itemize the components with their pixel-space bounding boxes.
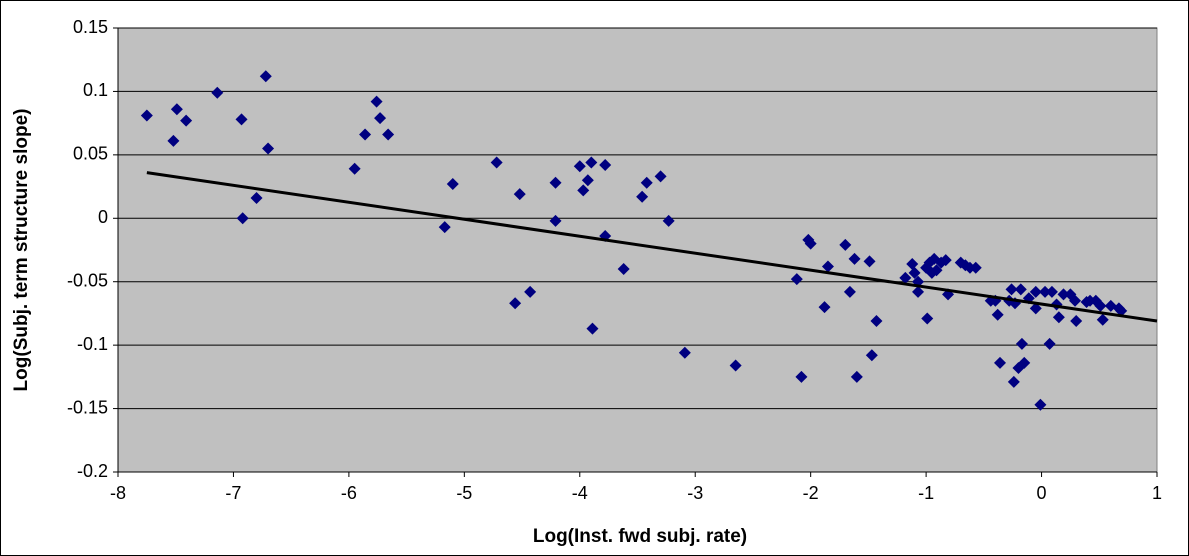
data-point <box>374 112 387 125</box>
data-point <box>1034 398 1047 411</box>
data-point <box>865 349 878 362</box>
data-point <box>549 176 562 189</box>
trend-line <box>146 171 1158 323</box>
data-point <box>438 221 451 234</box>
data-point <box>370 95 383 108</box>
data-point <box>790 273 803 286</box>
x-tick-label: 1 <box>1152 483 1162 503</box>
data-point <box>180 114 193 127</box>
x-tick-label: -8 <box>110 483 126 503</box>
data-point <box>446 178 459 191</box>
data-point <box>654 170 667 183</box>
data-point <box>906 257 919 270</box>
x-tick-label: -3 <box>687 483 703 503</box>
data-point <box>586 322 599 335</box>
data-point <box>211 86 224 99</box>
data-point <box>617 263 630 276</box>
y-tick-label: 0.05 <box>73 144 108 164</box>
x-axis-title: Log(Inst. fwd subj. rate) <box>533 526 747 547</box>
data-point <box>170 103 183 116</box>
data-point <box>1005 283 1018 296</box>
data-point <box>140 109 153 122</box>
data-point <box>167 134 180 147</box>
data-point <box>509 297 522 310</box>
data-point <box>636 190 649 203</box>
y-tick-label: -0.2 <box>77 461 108 481</box>
data-point <box>729 359 742 372</box>
y-tick-label: -0.05 <box>67 270 108 290</box>
data-point <box>262 142 275 155</box>
y-tick-label: 0.1 <box>83 80 108 100</box>
data-point <box>490 156 503 169</box>
data-point <box>870 315 883 328</box>
data-point <box>991 308 1004 321</box>
data-point <box>585 156 598 169</box>
data-point <box>969 261 982 274</box>
data-point <box>1043 337 1056 350</box>
data-point <box>1069 294 1082 307</box>
data-point <box>1052 311 1065 324</box>
data-point <box>599 159 612 172</box>
data-point <box>581 174 594 187</box>
data-point <box>818 301 831 314</box>
data-point <box>259 70 272 83</box>
y-axis-title: Log(Subj. term structure slope) <box>11 109 32 392</box>
x-tick-label: 0 <box>1037 483 1047 503</box>
y-tick-label: 0.15 <box>73 17 108 37</box>
data-point <box>577 184 590 197</box>
data-point <box>850 370 863 383</box>
data-point <box>513 188 526 201</box>
data-point <box>678 346 691 359</box>
data-point <box>804 237 817 250</box>
data-point <box>573 160 586 173</box>
x-tick-label: -6 <box>341 483 357 503</box>
data-point <box>250 191 263 204</box>
data-point <box>549 214 562 227</box>
data-point <box>993 356 1006 369</box>
data-point <box>1096 313 1109 326</box>
data-point <box>1015 337 1028 350</box>
data-point <box>795 370 808 383</box>
data-point <box>382 128 395 141</box>
data-point <box>908 266 921 279</box>
data-point <box>359 128 372 141</box>
data-point <box>821 260 834 273</box>
data-point <box>1094 299 1107 312</box>
data-point <box>348 162 361 175</box>
y-tick-label: -0.15 <box>67 397 108 417</box>
x-tick-label: -2 <box>803 483 819 503</box>
data-point <box>848 252 861 265</box>
data-point <box>662 214 675 227</box>
data-point <box>235 113 248 126</box>
x-tick-label: -4 <box>572 483 588 503</box>
data-point <box>839 238 852 251</box>
data-point <box>863 255 876 268</box>
data-point <box>524 285 537 298</box>
data-point <box>930 264 943 277</box>
data-point <box>1045 285 1058 298</box>
data-point <box>899 271 912 284</box>
x-tick-label: -1 <box>918 483 934 503</box>
plot-area <box>117 27 1158 473</box>
data-point <box>1029 302 1042 315</box>
data-point <box>912 285 925 298</box>
data-point <box>1014 283 1027 296</box>
data-point <box>921 312 934 325</box>
data-point <box>236 212 249 225</box>
y-tick-label: 0 <box>98 207 108 227</box>
x-tick-label: -7 <box>225 483 241 503</box>
data-point <box>1039 285 1052 298</box>
data-point <box>939 254 952 267</box>
data-point <box>1029 285 1042 298</box>
data-point <box>843 285 856 298</box>
data-point <box>640 176 653 189</box>
data-point <box>1070 315 1083 328</box>
x-tick-label: -5 <box>456 483 472 503</box>
data-point <box>1018 356 1031 369</box>
data-point <box>1007 375 1020 388</box>
y-tick-label: -0.1 <box>77 334 108 354</box>
data-point <box>1057 288 1070 301</box>
